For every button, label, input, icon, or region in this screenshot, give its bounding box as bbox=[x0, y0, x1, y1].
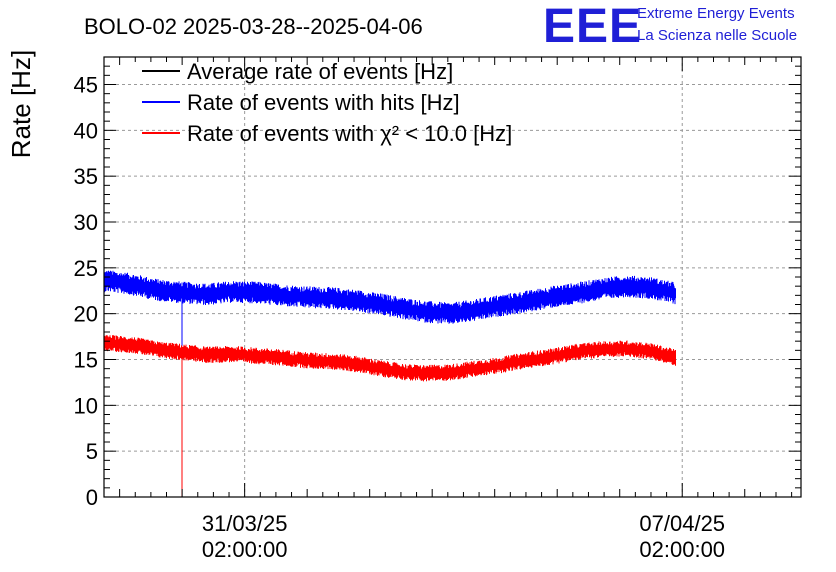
x-tick-label-date: 07/04/25 bbox=[639, 511, 725, 536]
eee-logo: EEE Extreme Energy Events La Scienza nel… bbox=[543, 0, 797, 53]
axes: 05101520253035404531/03/2502:00:0007/04/… bbox=[74, 56, 801, 562]
y-tick-label: 40 bbox=[74, 118, 98, 143]
legend-label-hits: Rate of events with hits [Hz] bbox=[187, 90, 460, 115]
y-tick-label: 45 bbox=[74, 73, 98, 98]
x-tick-label-date: 31/03/25 bbox=[202, 511, 288, 536]
y-tick-label: 10 bbox=[74, 393, 98, 418]
legend-label-chi2: Rate of events with χ² < 10.0 [Hz] bbox=[187, 121, 512, 146]
series-layer bbox=[103, 270, 676, 497]
logo-line1: Extreme Energy Events bbox=[637, 5, 795, 22]
y-tick-label: 0 bbox=[86, 485, 98, 510]
y-tick-label: 15 bbox=[74, 348, 98, 373]
logo-line2: La Scienza nelle Scuole bbox=[637, 27, 797, 44]
y-axis-label: Rate [Hz] bbox=[6, 50, 36, 158]
x-tick-label-time: 02:00:00 bbox=[639, 537, 725, 562]
legend-label-average: Average rate of events [Hz] bbox=[187, 59, 453, 84]
y-tick-label: 25 bbox=[74, 256, 98, 281]
chart-title: BOLO-02 2025-03-28--2025-04-06 bbox=[84, 14, 423, 39]
series-hits-line bbox=[103, 270, 676, 346]
y-tick-label: 35 bbox=[74, 164, 98, 189]
logo-mark: EEE bbox=[543, 0, 642, 53]
legend: Average rate of events [Hz] Rate of even… bbox=[142, 59, 512, 146]
y-tick-label: 30 bbox=[74, 210, 98, 235]
y-tick-label: 20 bbox=[74, 302, 98, 327]
series-chi2-line bbox=[103, 335, 676, 497]
x-tick-label-time: 02:00:00 bbox=[202, 537, 288, 562]
y-tick-label: 5 bbox=[86, 439, 98, 464]
